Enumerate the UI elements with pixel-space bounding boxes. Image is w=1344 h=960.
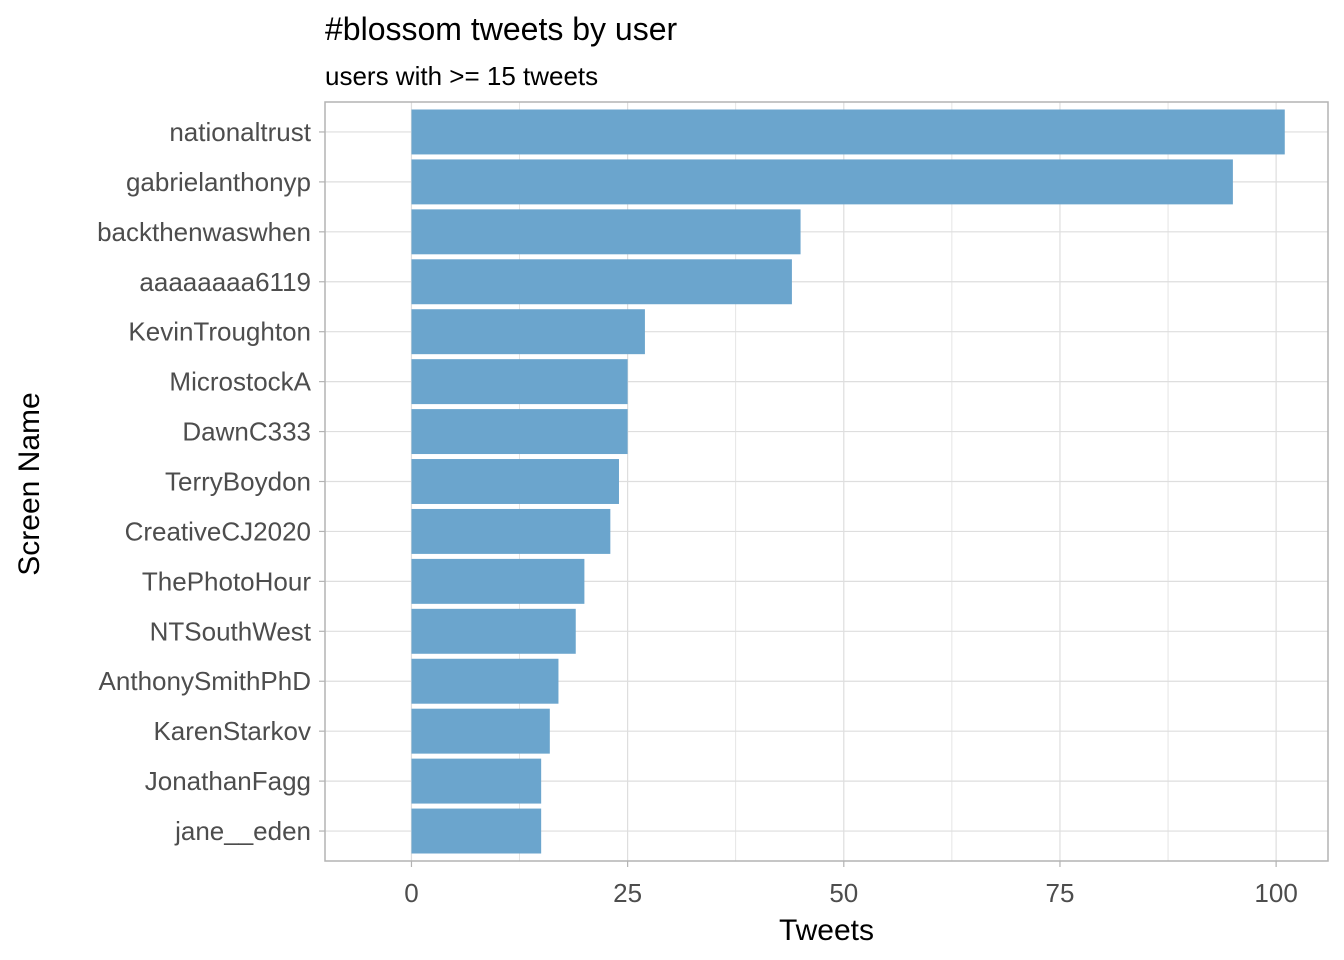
x-tick-label: 50 — [829, 878, 858, 908]
bar-aaaaaaaa6119 — [411, 259, 792, 305]
bar-KarenStarkov — [411, 708, 550, 754]
bar-DawnC333 — [411, 409, 628, 455]
y-tick-label: MicrostockA — [169, 367, 311, 397]
y-tick-label: DawnC333 — [182, 417, 311, 447]
x-tick-label: 25 — [613, 878, 642, 908]
y-tick-label: TerryBoydon — [165, 467, 311, 497]
bar-MicrostockA — [411, 359, 628, 405]
bar-backthenwaswhen — [411, 209, 801, 255]
bar-KevinTroughton — [411, 309, 645, 355]
y-tick-label: ThePhotoHour — [142, 566, 311, 596]
y-tick-label: aaaaaaaa6119 — [139, 267, 311, 297]
y-tick-labels: nationaltrust gabrielanthonyp backthenwasw… — [97, 117, 325, 846]
x-axis-title: Tweets — [779, 914, 874, 947]
x-tick-label: 100 — [1254, 878, 1297, 908]
y-axis-title: Screen Name — [13, 392, 46, 575]
bar-ThePhotoHour — [411, 558, 585, 604]
bar-CreativeCJ2020 — [411, 508, 611, 554]
chart-title: #blossom tweets by user — [325, 11, 678, 47]
x-tick-label: 0 — [404, 878, 418, 908]
bar-NTSouthWest — [411, 608, 576, 654]
y-tick-label: nationaltrust — [169, 117, 311, 147]
bar-jane__eden — [411, 808, 542, 854]
bar-gabrielanthonyp — [411, 159, 1233, 205]
y-tick-label: NTSouthWest — [150, 616, 312, 646]
y-tick-label: KevinTroughton — [128, 317, 311, 347]
y-tick-label: AnthonySmithPhD — [99, 666, 311, 696]
y-tick-label: JonathanFagg — [145, 766, 311, 796]
y-tick-label: backthenwaswhen — [97, 217, 311, 247]
y-tick-label: KarenStarkov — [153, 716, 311, 746]
y-tick-label: jane__eden — [174, 816, 311, 846]
chart-subtitle: users with >= 15 tweets — [325, 61, 598, 91]
y-tick-label: gabrielanthonyp — [126, 167, 311, 197]
x-tick-label: 75 — [1045, 878, 1074, 908]
bar-AnthonySmithPhD — [411, 658, 559, 704]
bar-JonathanFagg — [411, 758, 542, 804]
bars — [411, 109, 1285, 854]
bar-TerryBoydon — [411, 459, 619, 504]
bar-nationaltrust — [411, 109, 1285, 155]
y-tick-label: CreativeCJ2020 — [125, 516, 311, 546]
x-tick-labels: 0 25 50 75 100 — [404, 861, 1298, 908]
